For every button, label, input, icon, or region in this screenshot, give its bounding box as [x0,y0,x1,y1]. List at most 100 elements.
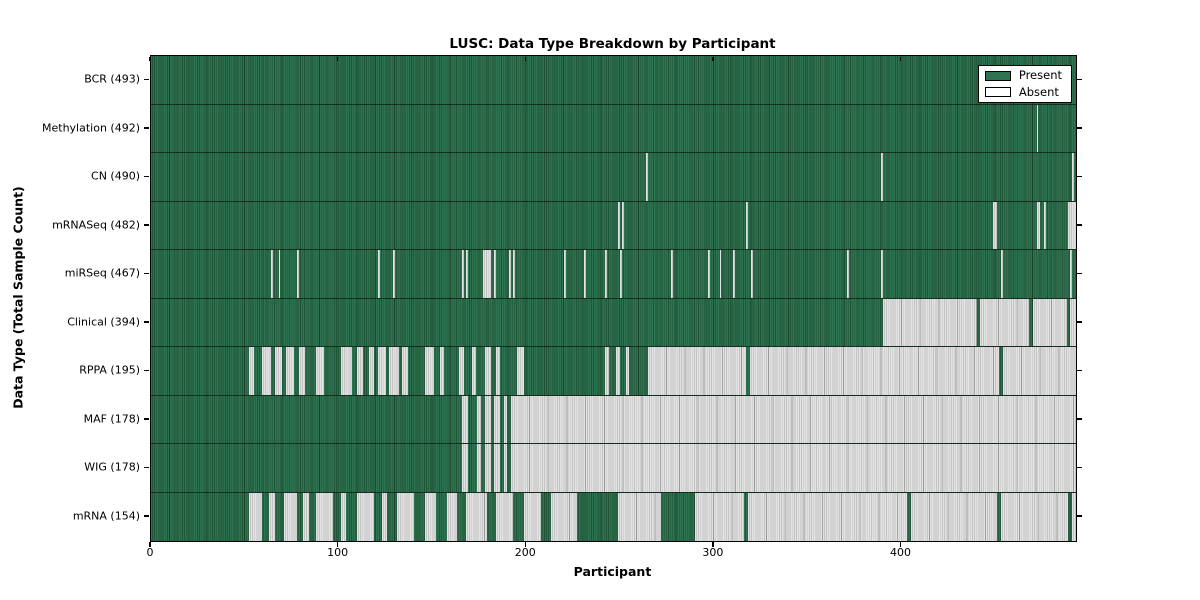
plot-area: Present Absent [150,55,1077,542]
absent-segment [880,153,883,201]
left-tick [144,224,149,226]
absent-segment [494,250,497,298]
left-tick [144,369,149,371]
ytick-label-mRNASeq: mRNASeq (482) [52,218,140,232]
absent-segment [484,395,491,443]
absent-segment [271,250,273,298]
absent-segment [299,347,305,395]
absent-segment [496,492,514,541]
absent-segment [524,492,542,541]
left-tick [144,127,149,129]
absent-segment [340,347,352,395]
xtick-label-200: 200 [514,546,536,559]
absent-swatch [984,87,1011,98]
absent-segment [646,153,649,201]
absent-segment [462,250,465,298]
x-tick [712,542,714,547]
ytick-label-WIG: WIG (178) [84,460,140,474]
x-tick [899,542,902,547]
absent-segment [648,347,746,395]
right-tick [1077,175,1082,177]
absent-segment [458,347,465,395]
row-RPPA [151,347,1076,396]
ytick-label-CN: CN (490) [91,169,140,183]
row-WIG [151,444,1076,493]
absent-segment [357,347,363,395]
absent-segment [496,347,500,395]
absent-segment [484,347,491,395]
absent-segment [605,347,609,395]
absent-segment [550,492,577,541]
left-tick [144,515,149,517]
absent-segment [378,250,380,298]
absent-segment [1072,153,1075,201]
absent-segment [1000,492,1069,541]
xtick-label-0: 0 [146,546,154,559]
absent-segment [1036,104,1039,152]
absent-segment [340,492,347,541]
absent-segment [494,395,500,443]
row-Methylation [151,104,1076,153]
absent-segment [910,492,998,541]
absent-segment [516,347,525,395]
x-axis-label: Participant [573,564,652,579]
absent-segment [381,492,388,541]
right-tick [1077,321,1082,323]
row-MAF [151,395,1076,444]
absent-segment [618,492,662,541]
presence-matrix [151,56,1076,541]
absent-segment [503,444,508,492]
row-BCR [151,56,1076,105]
absent-segment [378,347,386,395]
absent-segment [1070,250,1073,298]
x-tick-top [149,57,151,61]
absent-segment [483,250,491,298]
absent-segment [278,250,281,298]
x-tick [336,542,339,547]
absent-segment [462,444,469,492]
absent-segment [1000,250,1003,298]
ytick-label-MAF: MAF (178) [83,412,140,426]
absent-segment [393,250,395,298]
x-tick-top [712,57,714,61]
ytick-label-RPPA: RPPA (195) [79,363,140,377]
absent-segment [1002,347,1076,395]
absent-segment [316,347,324,395]
left-tick [144,321,149,323]
absent-segment [847,250,849,298]
x-tick-top [336,57,339,61]
absent-segment [751,250,754,298]
absent-segment [402,347,409,395]
x-tick-top [524,57,526,61]
absent-segment [695,492,744,541]
legend-entry-absent: Absent [984,86,1062,99]
absent-segment [749,347,1000,395]
absent-segment [563,250,566,298]
right-tick [1077,466,1082,468]
ytick-label-miRSeq: miRSeq (467) [64,266,140,280]
absent-segment [269,492,275,541]
absent-segment [297,250,300,298]
xtick-label-100: 100 [327,546,349,559]
absent-segment [1032,298,1067,346]
ytick-label-BCR: BCR (493) [84,72,140,86]
absent-segment [1070,298,1076,346]
absent-segment [745,201,748,249]
absent-segment [880,250,883,298]
absent-segment [424,347,435,395]
absent-segment [447,492,457,541]
present-swatch [984,70,1011,81]
absent-segment [484,444,491,492]
x-tick [149,542,151,547]
x-tick-top [899,57,902,61]
absent-segment [993,201,998,249]
absent-segment [424,492,437,541]
legend: Present Absent [977,65,1072,103]
y-axis-label: Data Type (Total Sample Count) [10,186,26,409]
row-Clinical [151,298,1076,347]
absent-segment [708,250,711,298]
absent-segment [368,347,375,395]
absent-segment [513,250,515,298]
absent-segment [511,395,1076,443]
